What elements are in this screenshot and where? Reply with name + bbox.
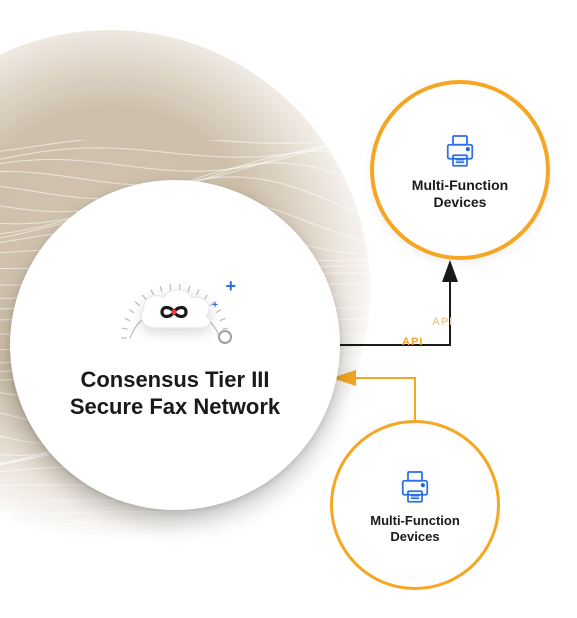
diagram-stage: API API Multi-Function Devices bbox=[0, 0, 577, 618]
title-line: Secure Fax Network bbox=[70, 394, 280, 419]
edge-label-api-2: API bbox=[402, 336, 423, 348]
edge-label-api-1: API bbox=[432, 316, 453, 328]
gauge-handle-icon bbox=[218, 330, 232, 344]
node-main: + + Consensus Tier III Secure Fax Networ… bbox=[10, 180, 340, 510]
node-mfd-bottom-label: Multi-Function Devices bbox=[370, 513, 460, 544]
label-line: Multi-Function bbox=[412, 177, 508, 193]
printer-icon bbox=[394, 465, 436, 507]
node-mfd-bottom: Multi-Function Devices bbox=[330, 420, 500, 590]
label-line: Devices bbox=[390, 529, 439, 544]
node-mfd-top-label: Multi-Function Devices bbox=[412, 177, 508, 211]
sparkle-plus-icon: + bbox=[212, 300, 218, 311]
cloud-badge: + + bbox=[120, 270, 230, 350]
printer-icon bbox=[439, 129, 481, 171]
label-line: Multi-Function bbox=[370, 513, 460, 528]
label-line: Devices bbox=[434, 194, 487, 210]
node-mfd-top: Multi-Function Devices bbox=[370, 80, 550, 260]
sparkle-plus-icon: + bbox=[225, 276, 236, 297]
cloud-icon bbox=[134, 284, 216, 336]
node-main-title: Consensus Tier III Secure Fax Network bbox=[70, 366, 280, 421]
title-line: Consensus Tier III bbox=[80, 367, 269, 392]
